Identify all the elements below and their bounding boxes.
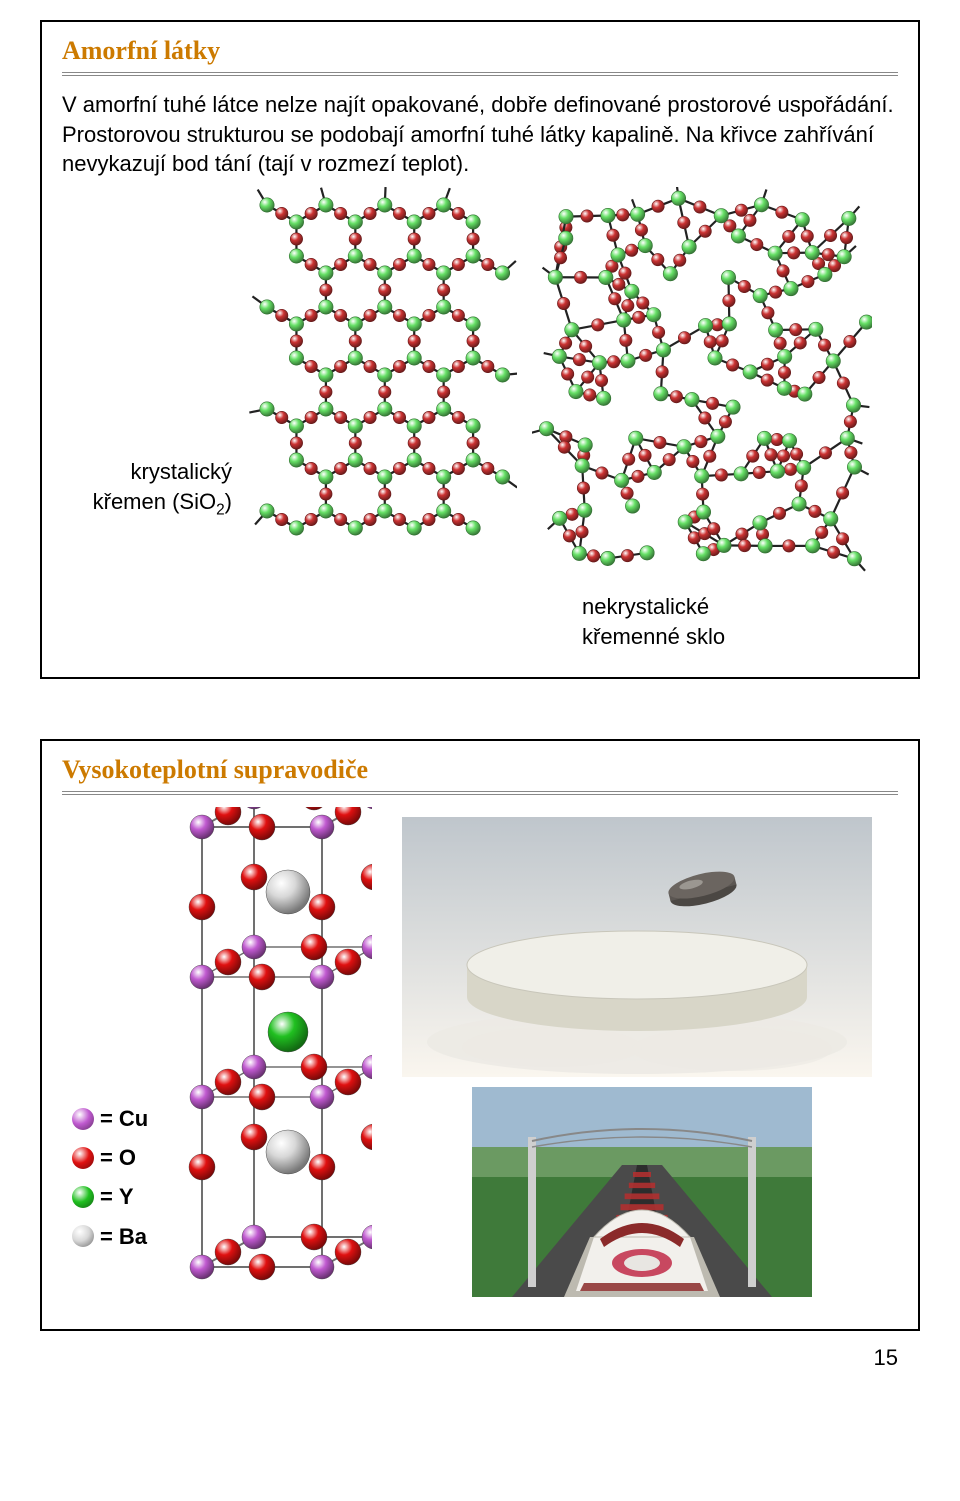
crystalline-silica-figure xyxy=(237,187,517,587)
legend-label-ba: Ba xyxy=(119,1219,147,1254)
title-rule xyxy=(62,72,898,76)
legend-equals: = xyxy=(100,1179,113,1214)
legend-row-y: = Y xyxy=(72,1179,148,1214)
crystalline-caption-sub: 2 xyxy=(216,501,225,518)
superconductor-title: Vysokoteplotní supravodiče xyxy=(62,755,898,785)
meissner-photo xyxy=(402,817,872,1077)
amorphous-silica-figure xyxy=(532,187,872,587)
legend-row-cu: = Cu xyxy=(72,1101,148,1136)
amorphous-paragraph: V amorfní tuhé látce nelze najít opakova… xyxy=(62,90,898,179)
legend-equals: = xyxy=(100,1140,113,1175)
legend-swatch-o xyxy=(72,1147,94,1169)
amorphous-title: Amorfní látky xyxy=(62,36,898,66)
amorphous-caption: nekrystalické křemenné sklo xyxy=(582,592,725,651)
legend-swatch-y xyxy=(72,1186,94,1208)
legend-label-cu: Cu xyxy=(119,1101,148,1136)
amorphous-caption-line1: nekrystalické xyxy=(582,594,709,619)
maglev-photo xyxy=(472,1087,812,1297)
amorphous-caption-line2: křemenné sklo xyxy=(582,624,725,649)
legend-row-ba: = Ba xyxy=(72,1219,148,1254)
ybco-legend: = Cu = O = Y = Ba xyxy=(72,1101,148,1258)
amorphous-frame: Amorfní látky V amorfní tuhé látce nelze… xyxy=(40,20,920,679)
legend-swatch-ba xyxy=(72,1225,94,1247)
legend-label-y: Y xyxy=(119,1179,134,1214)
page-number: 15 xyxy=(0,1341,960,1395)
crystalline-caption: krystalický křemen (SiO2) xyxy=(62,457,232,521)
legend-label-o: O xyxy=(119,1140,136,1175)
legend-equals: = xyxy=(100,1219,113,1254)
legend-row-o: = O xyxy=(72,1140,148,1175)
title-rule-2 xyxy=(62,791,898,795)
crystalline-caption-line1: krystalický xyxy=(131,459,232,484)
crystalline-caption-line2-pre: křemen (SiO xyxy=(93,489,216,514)
crystalline-caption-line2-post: ) xyxy=(225,489,232,514)
legend-equals: = xyxy=(100,1101,113,1136)
legend-swatch-cu xyxy=(72,1108,94,1130)
silica-figures-row: krystalický křemen (SiO2) nekrystalické … xyxy=(62,187,898,657)
superconductor-frame: Vysokoteplotní supravodiče = Cu = O = Y … xyxy=(40,739,920,1331)
